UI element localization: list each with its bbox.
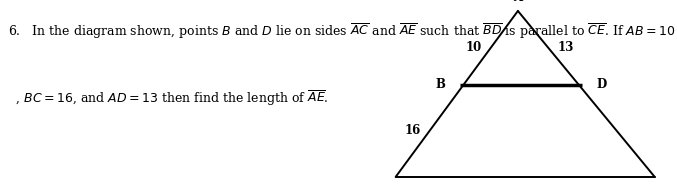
Text: B: B [435,78,445,91]
Text: 16: 16 [404,124,420,137]
Text: D: D [596,78,607,91]
Text: A: A [513,0,523,4]
Text: 6.   In the diagram shown, points $B$ and $D$ lie on sides $\overline{AC}$ and $: 6. In the diagram shown, points $B$ and … [8,22,676,41]
Text: 10: 10 [465,41,481,54]
Text: 13: 13 [557,41,573,54]
Text: , $BC=16$, and $AD=13$ then find the length of $\overline{AE}$.: , $BC=16$, and $AD=13$ then find the len… [8,89,329,108]
